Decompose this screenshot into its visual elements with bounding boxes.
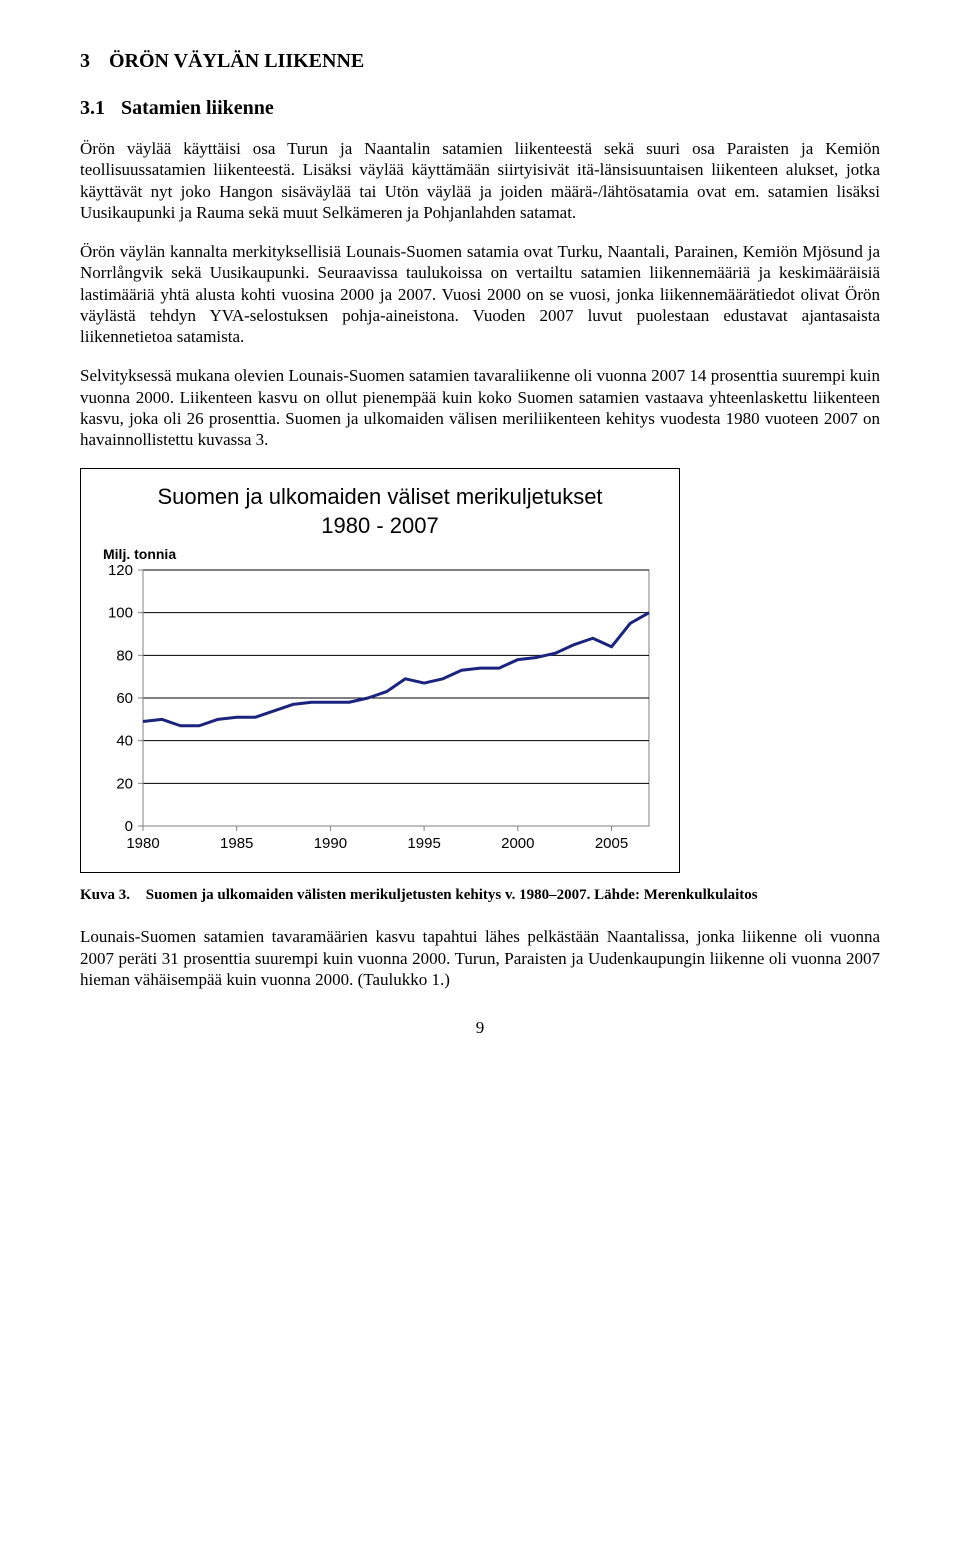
page-container: 3 ÖRÖN VÄYLÄN LIIKENNE 3.1 Satamien liik…	[0, 0, 960, 1068]
svg-text:120: 120	[108, 564, 133, 579]
svg-text:1980: 1980	[126, 835, 159, 852]
paragraph-4: Lounais-Suomen satamien tavaramäärien ka…	[80, 926, 880, 990]
svg-text:80: 80	[116, 648, 133, 665]
svg-text:2000: 2000	[501, 835, 534, 852]
chart-container: Suomen ja ulkomaiden väliset merikuljetu…	[80, 468, 680, 873]
paragraph-2: Örön väylän kannalta merkityksellisiä Lo…	[80, 241, 880, 347]
paragraph-1: Örön väylää käyttäisi osa Turun ja Naant…	[80, 138, 880, 223]
figure-caption: Kuva 3. Suomen ja ulkomaiden välisten me…	[80, 887, 880, 904]
svg-text:1990: 1990	[314, 835, 347, 852]
svg-text:0: 0	[125, 818, 133, 835]
svg-text:2005: 2005	[595, 835, 628, 852]
chart-title-line1: Suomen ja ulkomaiden väliset merikuljetu…	[157, 484, 602, 509]
svg-text:20: 20	[116, 776, 133, 793]
heading-1: 3 ÖRÖN VÄYLÄN LIIKENNE	[80, 50, 880, 73]
chart-title-line2: 1980 - 2007	[99, 512, 661, 541]
heading-1-text: ÖRÖN VÄYLÄN LIIKENNE	[109, 50, 364, 72]
figure-caption-label: Kuva 3.	[80, 887, 142, 904]
heading-2-text: Satamien liikenne	[121, 97, 274, 119]
svg-text:60: 60	[116, 690, 133, 707]
svg-text:1995: 1995	[407, 835, 440, 852]
paragraph-3: Selvityksessä mukana olevien Lounais-Suo…	[80, 365, 880, 450]
page-number: 9	[80, 1018, 880, 1038]
heading-1-num: 3	[80, 50, 104, 73]
heading-2-num: 3.1	[80, 97, 116, 120]
chart-svg: 1980 1985 1990 1995 2000 2005 0 20 40 60 80 100 120	[99, 564, 659, 854]
chart-ylabel: Milj. tonnia	[103, 546, 661, 562]
figure-caption-text: Suomen ja ulkomaiden välisten merikuljet…	[146, 887, 758, 903]
svg-text:100: 100	[108, 605, 133, 622]
chart-title: Suomen ja ulkomaiden väliset merikuljetu…	[99, 483, 661, 540]
heading-2: 3.1 Satamien liikenne	[80, 97, 880, 120]
chart-plot: 1980 1985 1990 1995 2000 2005 0 20 40 60 80 100 120	[99, 564, 661, 854]
svg-text:40: 40	[116, 733, 133, 750]
svg-text:1985: 1985	[220, 835, 253, 852]
